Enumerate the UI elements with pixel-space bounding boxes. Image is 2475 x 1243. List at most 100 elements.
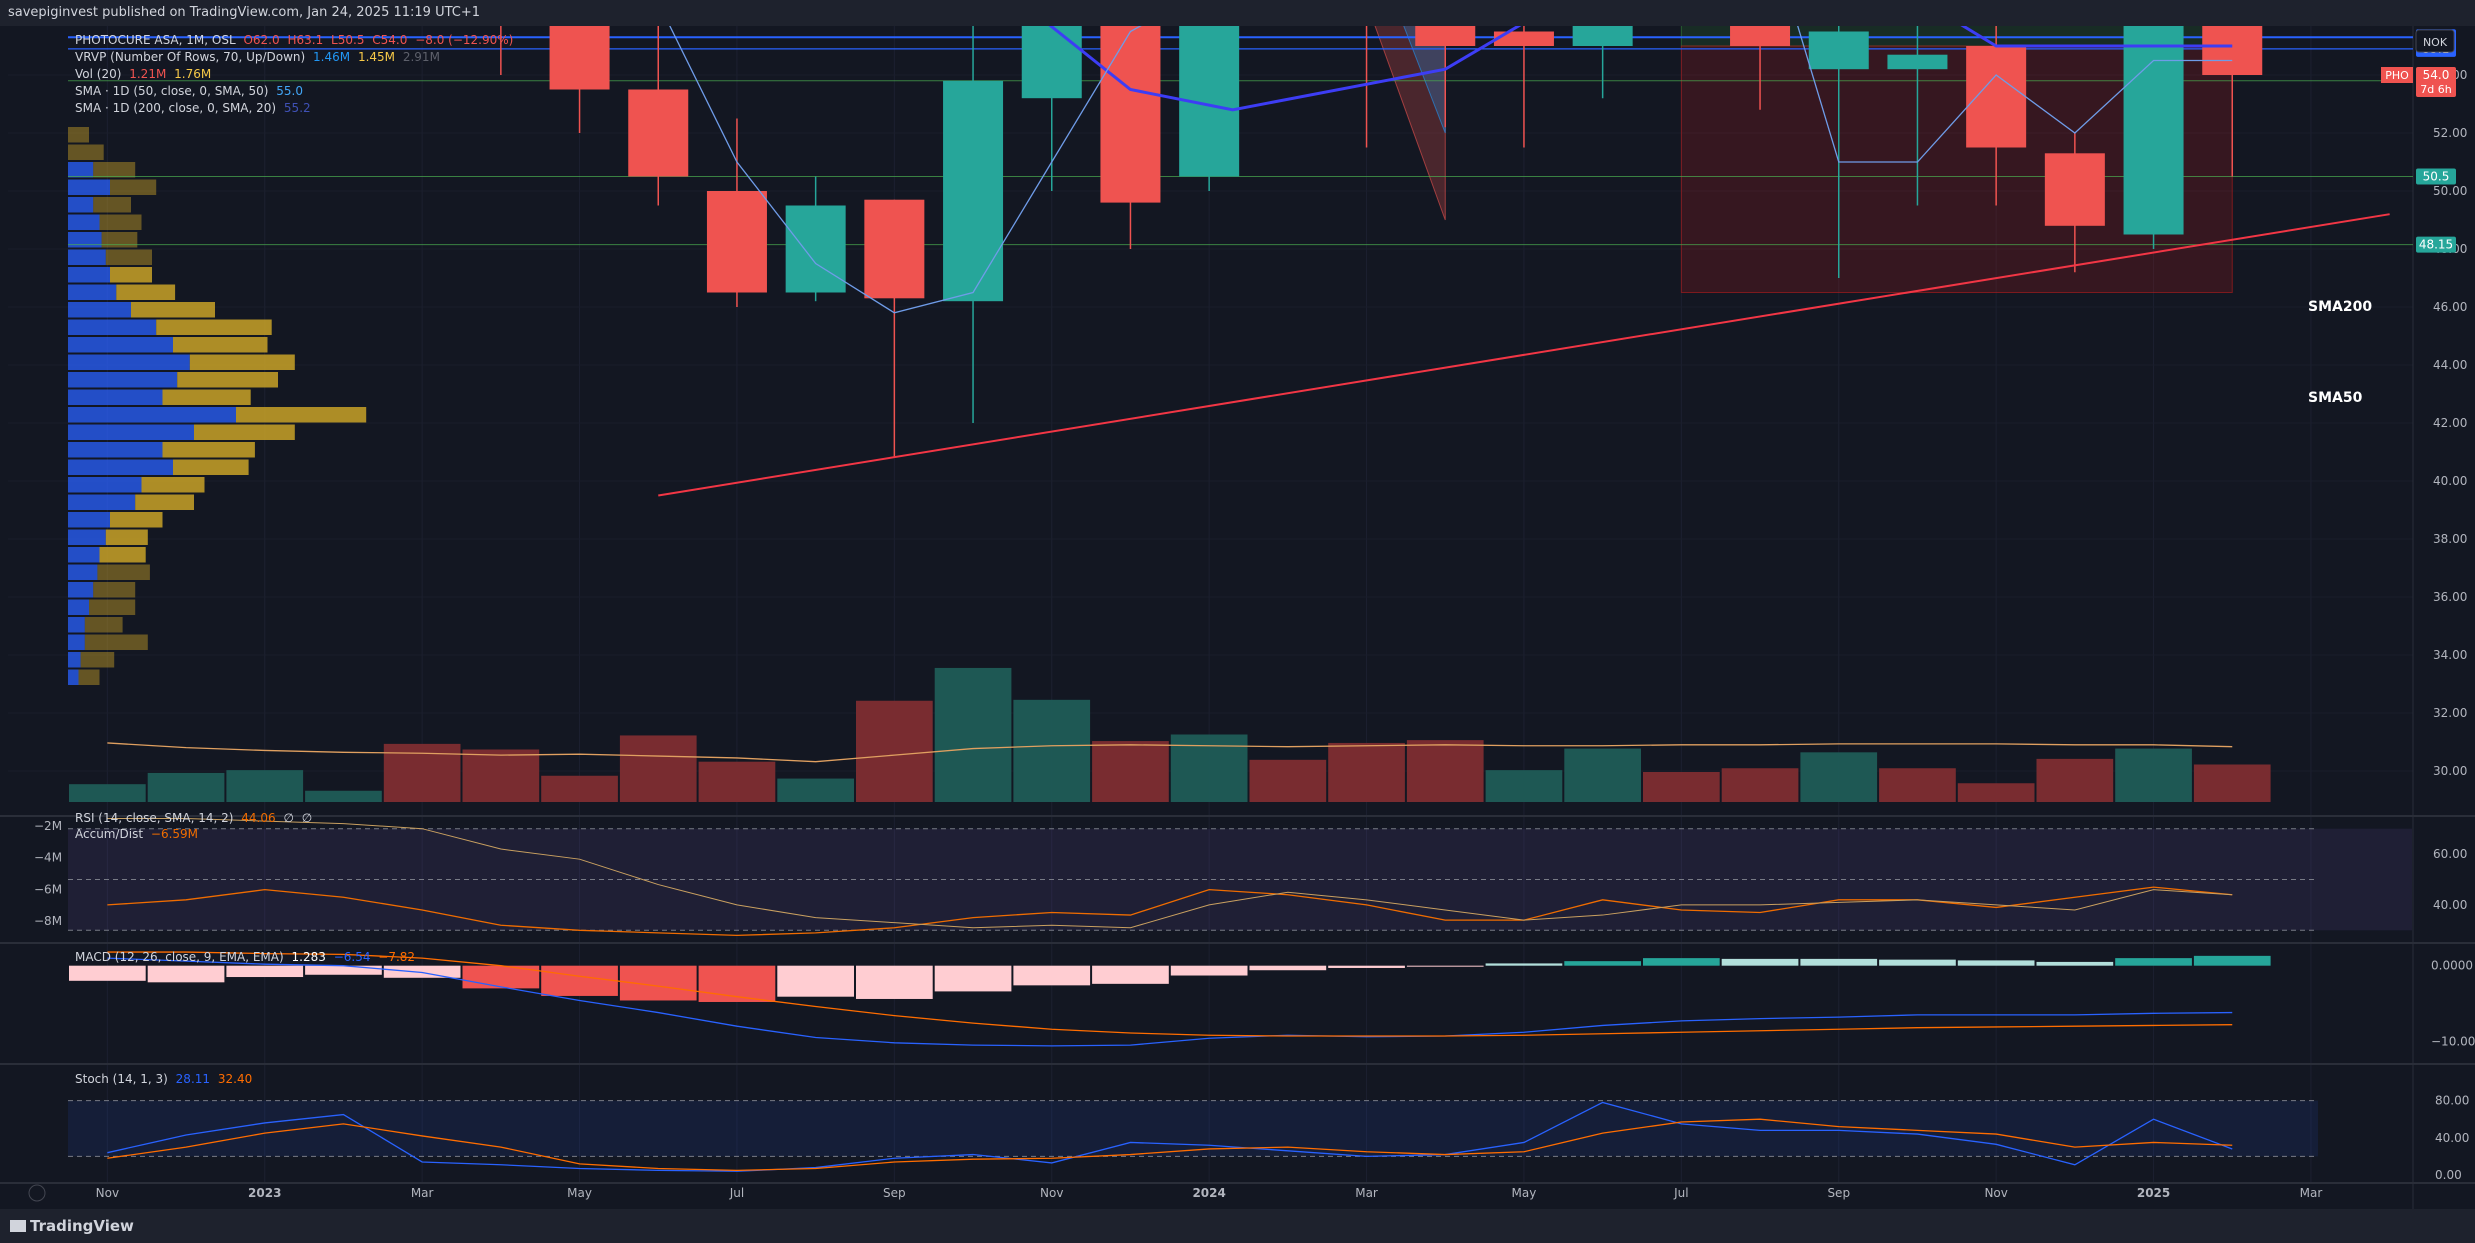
vrvp-row-up bbox=[68, 214, 100, 230]
vrvp-row-down bbox=[173, 459, 249, 475]
legend-low: L50.5 bbox=[331, 33, 365, 47]
legend-sma200[interactable]: SMA · 1D (200, close, 0, SMA, 20) 55.2 bbox=[75, 101, 311, 115]
sma200-annotation: SMA200 bbox=[2308, 299, 2372, 315]
publish-header: savepiginvest published on TradingView.c… bbox=[0, 0, 2475, 26]
vrvp-row-down bbox=[110, 267, 152, 283]
price-tick-label: 44.00 bbox=[2433, 358, 2467, 372]
price-tick-label: 40.00 bbox=[2433, 474, 2467, 488]
candle-body bbox=[1887, 54, 1948, 70]
legend-vol-name: Vol (20) bbox=[75, 67, 122, 81]
vrvp-row-up bbox=[68, 372, 178, 388]
legend-stoch[interactable]: Stoch (14, 1, 3) 28.11 32.40 bbox=[75, 1072, 252, 1086]
vrvp-row-up bbox=[68, 547, 100, 563]
time-axis[interactable]: Nov 2023 Mar May Jul Sep Nov 2024 Mar May Jul Sep No… bbox=[28, 1184, 2322, 1202]
legend-stoch-k: 28.11 bbox=[175, 1072, 211, 1086]
candle-body bbox=[1808, 31, 1869, 70]
macd-pane: 0.0000 −10.00 bbox=[69, 951, 2475, 1048]
vrvp-row-up bbox=[68, 354, 190, 370]
candle-body bbox=[785, 205, 846, 293]
timezone-icon[interactable] bbox=[28, 1184, 46, 1202]
candle bbox=[1021, 26, 1082, 191]
vrvp-row-up bbox=[68, 232, 102, 248]
vrvp-row-up bbox=[68, 652, 81, 668]
vrvp-row-down bbox=[116, 284, 176, 300]
macd-histogram-bar bbox=[1564, 961, 1641, 966]
chart-canvas[interactable]: 60.00 40.00 −2M −4M −6M −8M 0.0000 −10.00 80.0… bbox=[0, 26, 2475, 1209]
macd-tick-label: 0.0000 bbox=[2431, 959, 2473, 973]
stoch-d-line bbox=[107, 1118, 2233, 1172]
candle-body bbox=[1100, 26, 1161, 203]
vrvp-row-up bbox=[68, 302, 131, 318]
vrvp-row-down bbox=[101, 232, 138, 248]
macd-histogram-bar bbox=[2036, 961, 2114, 966]
legend-sma50-value: 55.0 bbox=[276, 84, 303, 98]
volume-bar bbox=[1249, 759, 1327, 802]
macd-histogram-bar bbox=[777, 965, 854, 997]
legend-accum[interactable]: Accum/Dist −6.59M bbox=[75, 827, 198, 841]
vrvp-row-down bbox=[194, 424, 295, 440]
volume-bar bbox=[147, 772, 225, 802]
macd-histogram-bar bbox=[2115, 958, 2192, 966]
vrvp-row-down bbox=[173, 337, 268, 353]
macd-histogram-bar bbox=[934, 965, 1012, 992]
price-label-badge bbox=[2416, 168, 2456, 185]
macd-tick-label: −10.00 bbox=[2431, 1034, 2475, 1048]
vrvp-row-down bbox=[99, 547, 146, 563]
macd-histogram-bar bbox=[1092, 965, 1169, 984]
vrvp-row-down bbox=[97, 564, 150, 580]
rsi-tick-label: 40.00 bbox=[2433, 898, 2467, 912]
vrvp-row-down bbox=[84, 617, 123, 633]
legend-accum-name: Accum/Dist bbox=[75, 827, 144, 841]
accum-tick-label: −2M bbox=[34, 819, 62, 833]
currency-badge[interactable]: NOK bbox=[2415, 29, 2455, 53]
macd-histogram-bar bbox=[1957, 960, 2035, 966]
legend-vrvp[interactable]: VRVP (Number Of Rows, 70, Up/Down) 1.46M… bbox=[75, 50, 440, 64]
legend-vol[interactable]: Vol (20) 1.21M 1.76M bbox=[75, 67, 211, 81]
vrvp-row-up bbox=[68, 337, 173, 353]
macd-signal-line bbox=[107, 951, 2233, 1037]
macd-histogram-bar bbox=[698, 965, 776, 1002]
indicator-lines bbox=[658, 26, 2390, 497]
volume-bar bbox=[226, 770, 304, 802]
vrvp-row-down bbox=[68, 127, 89, 143]
vrvp-row-down bbox=[162, 442, 255, 458]
tradingview-brand: TradingView bbox=[30, 1217, 134, 1235]
legend-stoch-d: 32.40 bbox=[217, 1072, 253, 1086]
time-tick-label: Nov bbox=[1984, 1186, 2007, 1200]
vrvp-row-up bbox=[68, 197, 94, 213]
price-axis[interactable]: 30.00 32.00 34.00 36.00 38.00 40.00 42.00 44.00… bbox=[2381, 26, 2467, 778]
legend-vol-value: 1.21M bbox=[129, 67, 167, 81]
vrvp-row-down bbox=[189, 354, 295, 370]
macd-histogram-bar bbox=[383, 965, 461, 978]
time-tick-label: Mar bbox=[1355, 1186, 1378, 1200]
time-tick-label: 2023 bbox=[248, 1186, 281, 1200]
candle bbox=[1365, 26, 1368, 148]
vrvp-row-up bbox=[68, 284, 117, 300]
volume-bar bbox=[777, 778, 854, 802]
legend-macd[interactable]: MACD (12, 26, close, 9, EMA, EMA) 1.283 … bbox=[75, 950, 415, 964]
price-tick-label: 38.00 bbox=[2433, 532, 2467, 546]
legend-sma50[interactable]: SMA · 1D (50, close, 0, SMA, 50) 55.0 bbox=[75, 84, 303, 98]
legend-sma200-value: 55.2 bbox=[283, 101, 311, 115]
sma200-line bbox=[1048, 26, 2233, 112]
candle bbox=[2044, 133, 2105, 273]
last-price-text: 54.0 bbox=[2423, 68, 2450, 82]
legend-vrvp-name: VRVP (Number Of Rows, 70, Up/Down) bbox=[75, 50, 306, 64]
candle-body bbox=[1966, 46, 2027, 148]
legend-rsi[interactable]: RSI (14, close, SMA, 14, 2) 44.06 ∅ ∅ bbox=[75, 811, 312, 825]
tradingview-logo[interactable]: TradingView bbox=[10, 1217, 134, 1235]
legend-sma200-name: SMA · 1D (200, close, 0, SMA, 20) bbox=[75, 101, 277, 115]
volume-bars bbox=[69, 667, 2271, 802]
vrvp-row-up bbox=[68, 389, 163, 405]
vrvp-row-up bbox=[68, 319, 157, 335]
vrvp-row-up bbox=[68, 477, 142, 493]
legend-main[interactable]: PHOTOCURE ASA, 1M, OSL O62.0 H63.1 L50.5… bbox=[75, 33, 513, 47]
vrvp-row-down bbox=[156, 319, 272, 335]
horizontal-levels bbox=[68, 36, 2413, 246]
volume-profile bbox=[68, 127, 367, 685]
macd-histogram-bar bbox=[2193, 955, 2271, 966]
volume-bar bbox=[934, 667, 1012, 802]
time-tick-label: 2025 bbox=[2137, 1186, 2170, 1200]
pitch-channel bbox=[1374, 26, 1446, 221]
macd-histogram-bar bbox=[305, 965, 382, 975]
